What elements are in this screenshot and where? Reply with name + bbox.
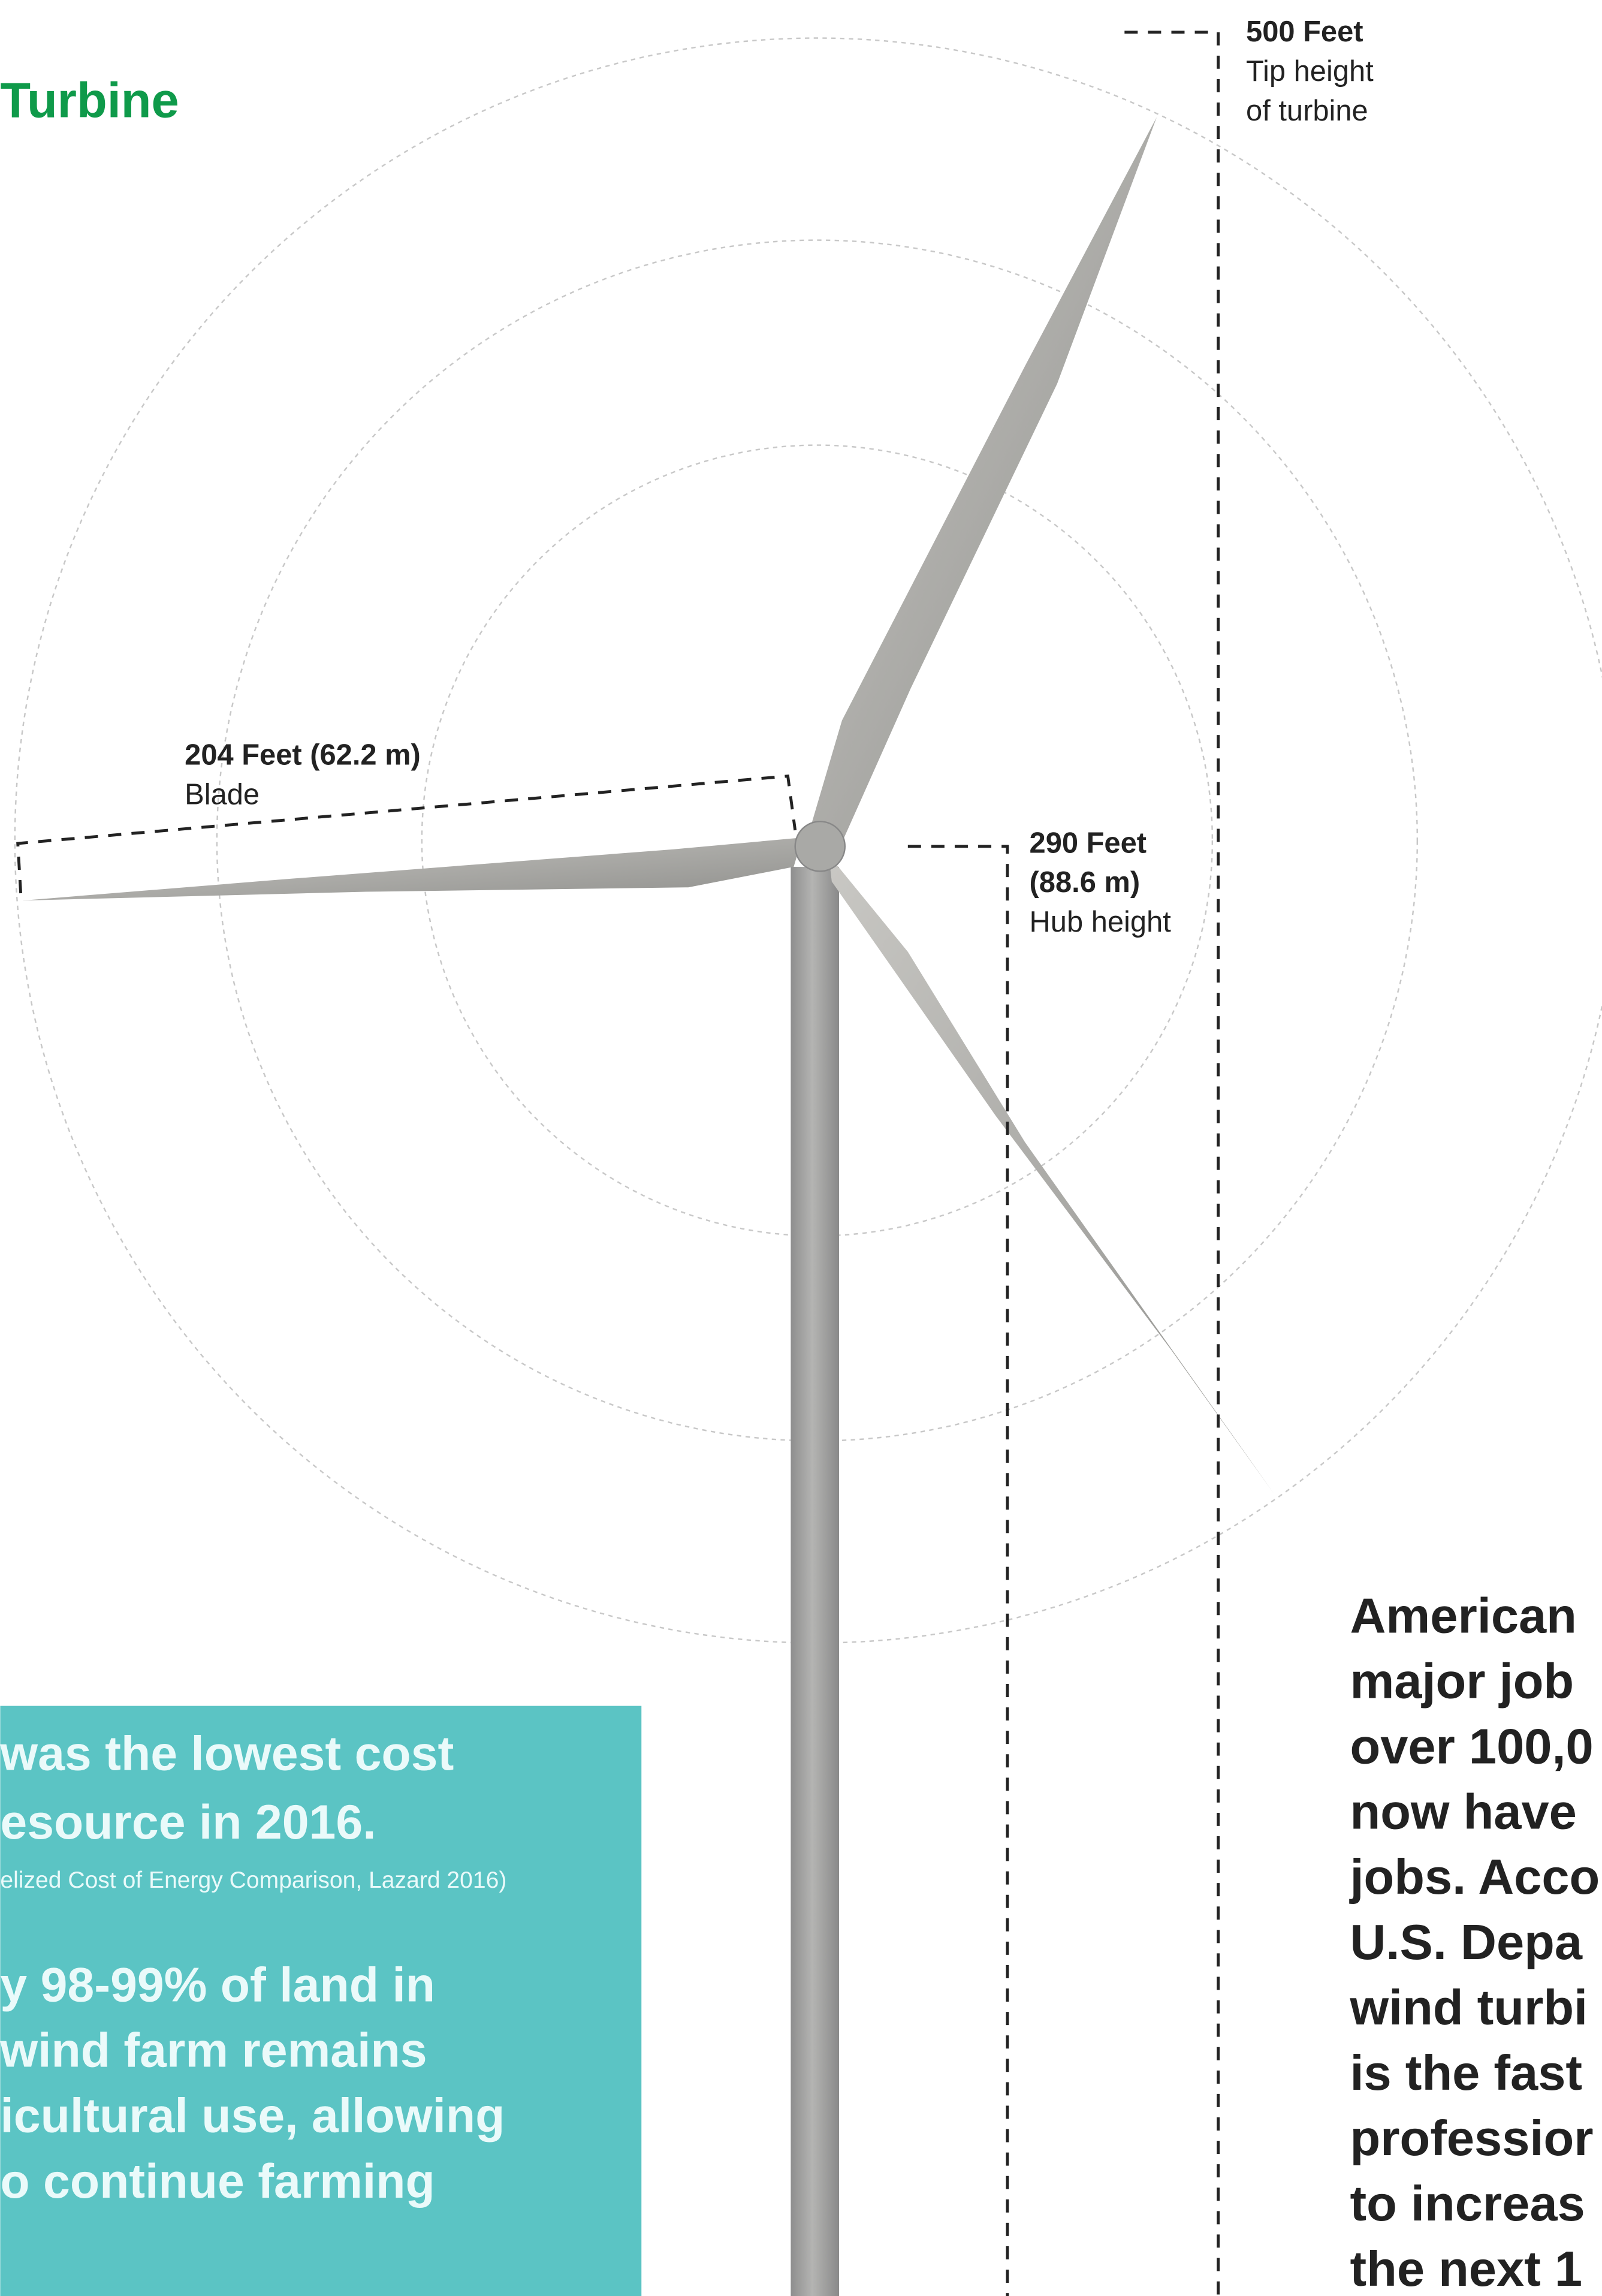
tower [791, 867, 840, 2296]
panel-fact: wind farm remains [0, 2024, 427, 2078]
blade-heading: 204 Feet (62.2 m) [185, 739, 421, 772]
jobs-text: is the fast [1350, 2045, 1582, 2101]
tip-text: Tip height [1246, 55, 1374, 88]
hub-heading: 290 Feet [1030, 827, 1147, 859]
jobs-text: U.S. Depa [1350, 1914, 1582, 1970]
tip-text: of turbine [1246, 95, 1368, 127]
hub-heading: (88.6 m) [1030, 866, 1141, 899]
panel-fact: esource in 2016. [0, 1795, 376, 1849]
panel-source: elized Cost of Energy Comparison, Lazard… [0, 1867, 506, 1893]
hub [794, 821, 846, 872]
panel-fact: y 98-99% of land in [0, 1958, 435, 2012]
panel-fact: o continue farming [0, 2155, 435, 2208]
hub-text: Hub height [1030, 906, 1172, 938]
title: Turbine [0, 72, 179, 128]
jobs-text: wind turbi [1349, 1979, 1588, 2035]
fact-panel [0, 1706, 642, 2296]
jobs-text: jobs. Acco [1348, 1849, 1600, 1905]
panel-fact: icultural use, allowing [0, 2089, 505, 2143]
jobs-text: now have [1350, 1783, 1576, 1839]
jobs-text: American [1350, 1587, 1576, 1643]
jobs-text: over 100,0 [1350, 1718, 1593, 1774]
jobs-text: professior [1350, 2110, 1593, 2166]
jobs-text: the next 1 [1350, 2241, 1582, 2296]
blades [22, 117, 1274, 1494]
panel-fact: was the lowest cost [0, 1726, 454, 1780]
jobs-text: to increas [1350, 2176, 1585, 2231]
tip-heading: 500 Feet [1246, 16, 1363, 48]
dimension-lines [16, 31, 1220, 2296]
blade-text: Blade [185, 779, 260, 811]
jobs-text: major job [1350, 1653, 1574, 1709]
